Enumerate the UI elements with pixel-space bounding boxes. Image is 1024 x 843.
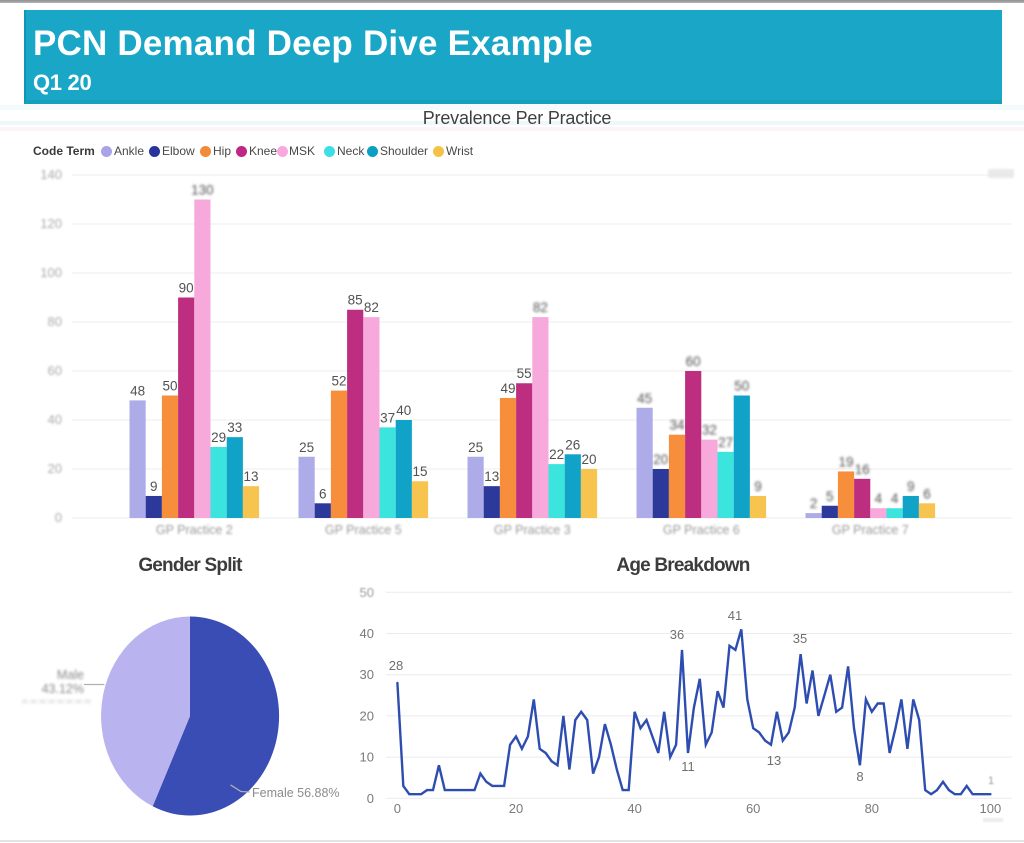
svg-text:16: 16: [855, 462, 870, 477]
svg-text:GP Practice 5: GP Practice 5: [325, 523, 402, 537]
svg-text:55: 55: [517, 366, 532, 381]
svg-text:0: 0: [55, 510, 62, 525]
svg-text:34: 34: [669, 418, 685, 433]
svg-text:5: 5: [826, 489, 834, 504]
svg-text:82: 82: [364, 300, 379, 315]
svg-text:60: 60: [746, 801, 760, 816]
svg-text:45: 45: [637, 391, 652, 406]
svg-text:130: 130: [191, 183, 214, 198]
svg-text:0: 0: [394, 801, 401, 816]
svg-text:20: 20: [48, 461, 62, 476]
svg-text:GP Practice 7: GP Practice 7: [832, 523, 909, 537]
svg-text:25: 25: [299, 440, 314, 455]
svg-text:48: 48: [130, 383, 145, 398]
svg-text:0: 0: [367, 791, 374, 806]
svg-text:140: 140: [40, 167, 62, 182]
svg-text:33: 33: [227, 420, 242, 435]
svg-text:60: 60: [48, 363, 62, 378]
svg-text:100: 100: [980, 801, 1002, 816]
svg-text:22: 22: [549, 447, 564, 462]
svg-text:80: 80: [865, 801, 879, 816]
svg-text:35: 35: [793, 631, 807, 646]
svg-text:40: 40: [48, 412, 62, 427]
svg-text:28: 28: [389, 658, 403, 673]
svg-text:85: 85: [348, 293, 363, 308]
svg-text:10: 10: [360, 750, 374, 765]
svg-text:6: 6: [319, 486, 327, 501]
svg-text:50: 50: [734, 379, 749, 394]
svg-text:27: 27: [718, 435, 733, 450]
svg-text:40: 40: [360, 626, 374, 641]
svg-text:36: 36: [670, 627, 684, 642]
svg-text:49: 49: [500, 381, 515, 396]
svg-text:40: 40: [627, 801, 641, 816]
svg-text:20: 20: [509, 801, 523, 816]
svg-text:90: 90: [179, 281, 194, 296]
svg-text:9: 9: [150, 479, 158, 494]
svg-text:120: 120: [40, 216, 62, 231]
svg-text:GP Practice 2: GP Practice 2: [156, 523, 233, 537]
svg-text:19: 19: [838, 454, 853, 469]
svg-text:4: 4: [891, 491, 899, 506]
svg-text:30: 30: [360, 667, 374, 682]
svg-text:13: 13: [243, 469, 258, 484]
svg-text:37: 37: [380, 410, 395, 425]
svg-text:13: 13: [767, 753, 781, 768]
svg-text:6: 6: [923, 486, 931, 501]
svg-text:GP Practice 3: GP Practice 3: [494, 523, 571, 537]
svg-text:9: 9: [754, 479, 762, 494]
svg-text:4: 4: [875, 491, 883, 506]
svg-text:26: 26: [565, 437, 580, 452]
svg-text:60: 60: [686, 354, 701, 369]
svg-text:25: 25: [468, 440, 483, 455]
svg-text:40: 40: [396, 403, 411, 418]
svg-text:29: 29: [211, 430, 226, 445]
svg-text:11: 11: [681, 759, 695, 774]
svg-text:2: 2: [810, 496, 818, 511]
svg-text:41: 41: [728, 608, 742, 623]
svg-text:80: 80: [48, 314, 62, 329]
svg-text:13: 13: [484, 469, 499, 484]
svg-text:GP Practice 6: GP Practice 6: [663, 523, 740, 537]
svg-text:82: 82: [533, 300, 548, 315]
svg-text:20: 20: [653, 452, 668, 467]
svg-text:52: 52: [331, 374, 346, 389]
svg-text:100: 100: [40, 265, 62, 280]
svg-text:15: 15: [412, 464, 427, 479]
svg-text:50: 50: [360, 585, 374, 600]
svg-text:50: 50: [162, 379, 177, 394]
svg-text:8: 8: [856, 769, 863, 784]
svg-text:1: 1: [988, 775, 994, 787]
svg-text:20: 20: [581, 452, 596, 467]
svg-text:9: 9: [907, 479, 915, 494]
svg-text:20: 20: [360, 708, 374, 723]
svg-text:32: 32: [702, 423, 717, 438]
